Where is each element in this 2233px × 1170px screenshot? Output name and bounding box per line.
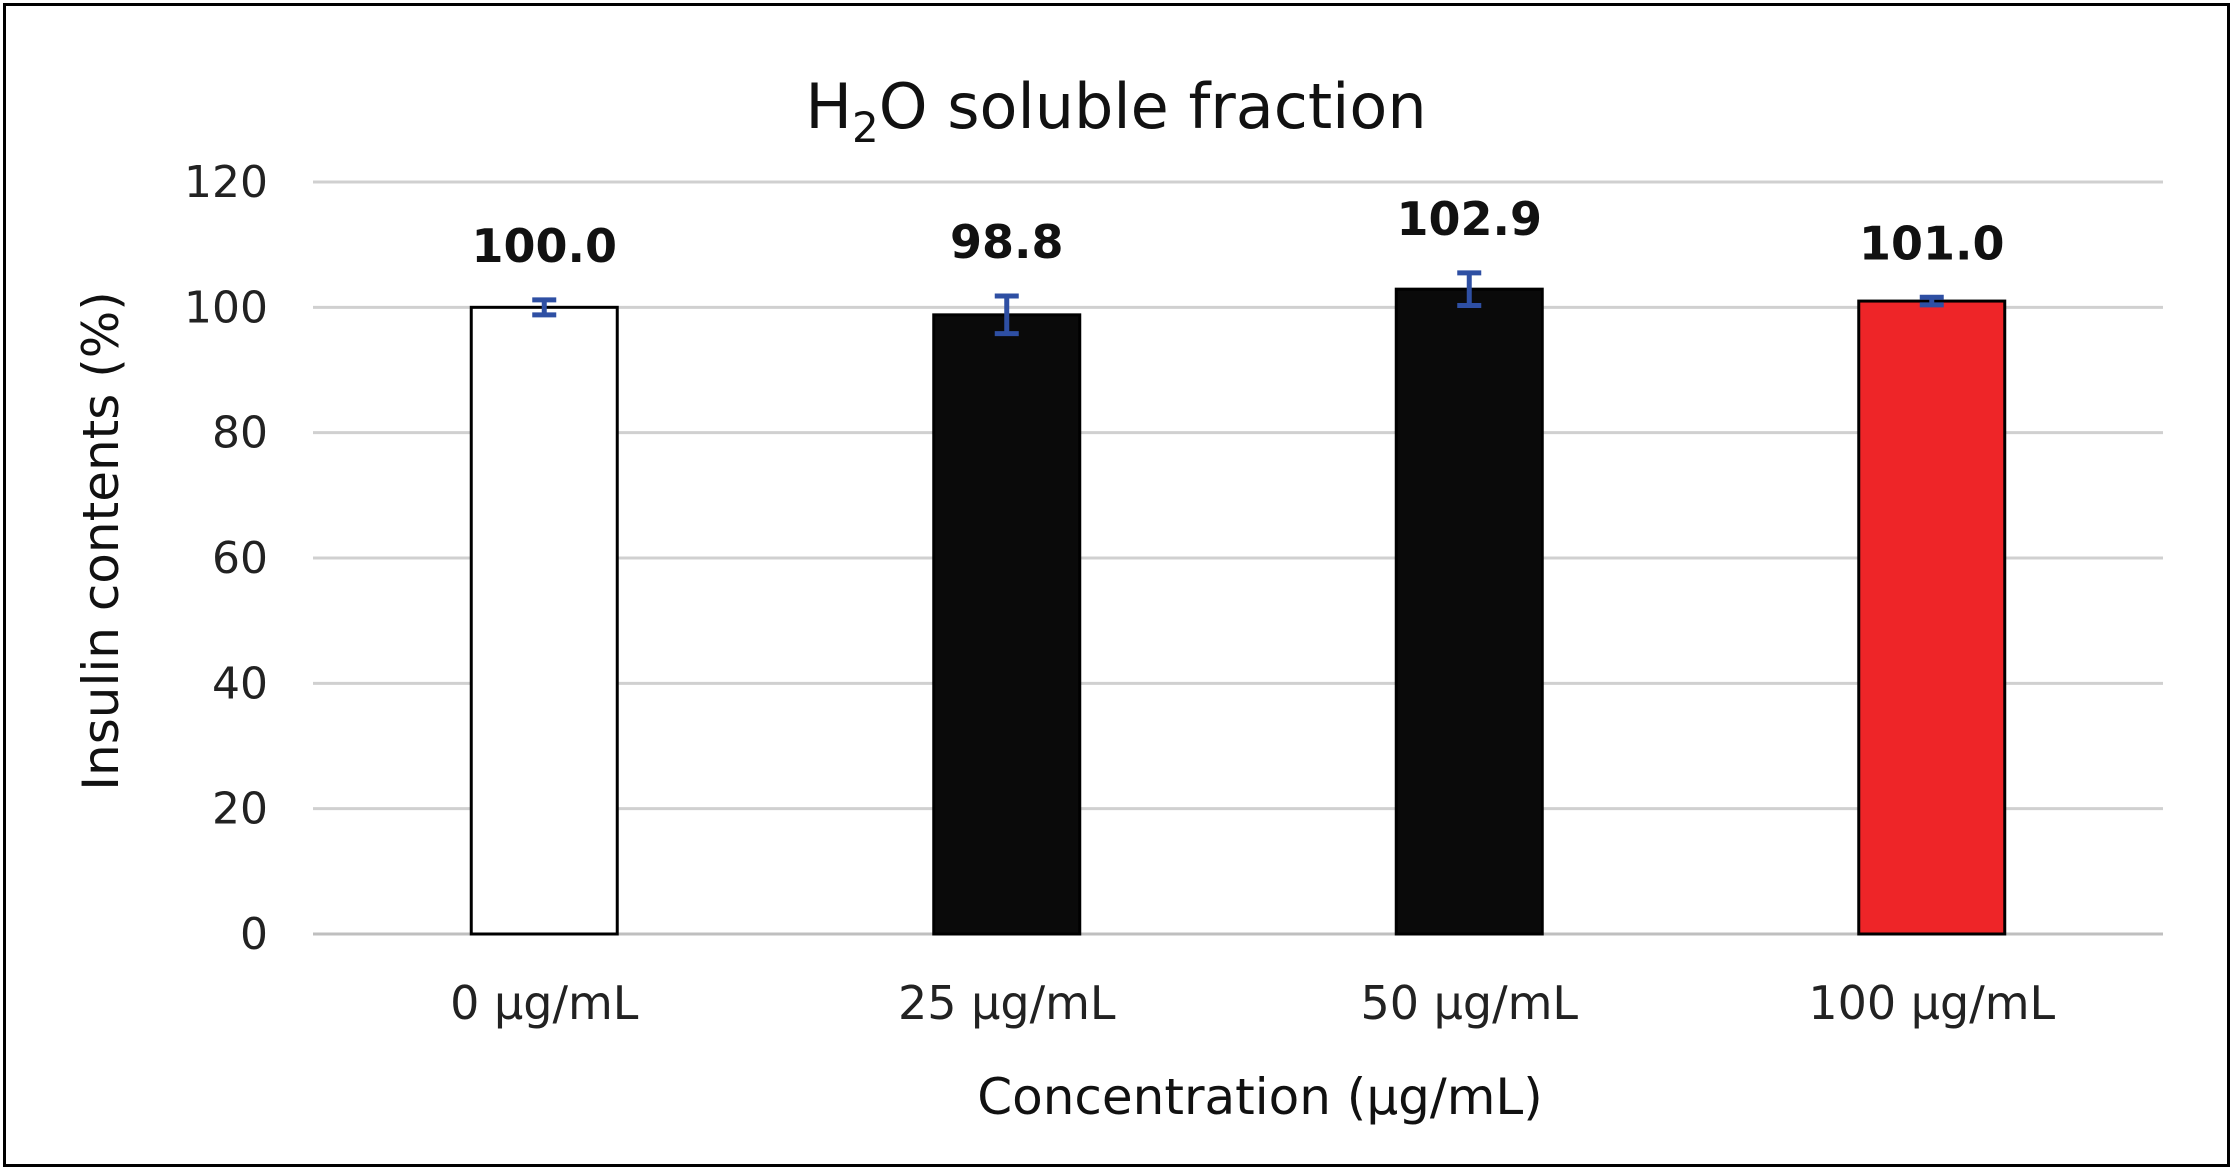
data-label: 98.8 <box>950 215 1064 269</box>
bar <box>932 313 1082 936</box>
gridlines <box>313 180 2163 936</box>
y-tick-label: 80 <box>212 408 268 459</box>
error-bar <box>1457 270 1482 308</box>
data-label: 100.0 <box>471 219 617 273</box>
y-tick-label: 40 <box>212 658 268 709</box>
error-bars <box>532 270 1944 337</box>
x-category-label: 50 µg/mL <box>1360 976 1578 1030</box>
data-label: 101.0 <box>1859 216 2005 270</box>
data-labels: 100.0 98.8 102.9 101.0 <box>471 192 2004 273</box>
error-bar <box>1919 294 1944 308</box>
chart-title: H2O soluble fraction <box>805 70 1426 152</box>
y-tick-label: 120 <box>184 157 268 208</box>
error-bar <box>994 293 1019 337</box>
y-tick-label: 100 <box>184 282 268 333</box>
x-category-label: 0 µg/mL <box>450 976 639 1030</box>
bar <box>1857 299 2007 936</box>
x-axis-categories: 0 µg/mL 25 µg/mL 50 µg/mL 100 µg/mL <box>450 976 2055 1030</box>
y-tick-label: 20 <box>212 784 268 835</box>
data-label: 102.9 <box>1396 192 1542 246</box>
y-tick-label: 60 <box>212 533 268 584</box>
x-axis-title: Concentration (µg/mL) <box>977 1068 1543 1126</box>
error-bar <box>532 297 557 318</box>
x-category-label: 25 µg/mL <box>898 976 1116 1030</box>
bar <box>1394 287 1544 936</box>
y-axis-title: Insulin contents (%) <box>72 291 130 790</box>
y-tick-label: 0 <box>240 909 268 960</box>
bars <box>469 287 2007 936</box>
bar <box>469 305 619 936</box>
x-category-label: 100 µg/mL <box>1808 976 2055 1030</box>
y-axis-ticks: 0 20 40 60 80 100 120 <box>184 157 268 960</box>
